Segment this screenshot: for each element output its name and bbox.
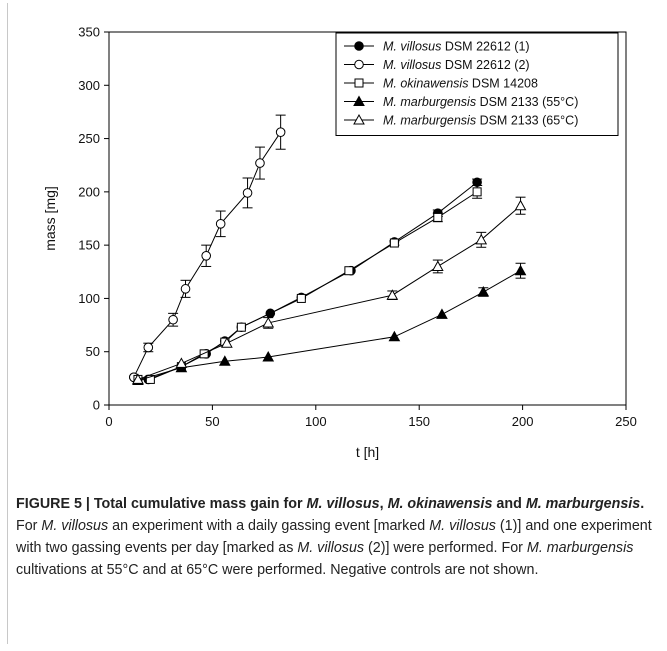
data-point xyxy=(143,342,154,353)
series-line xyxy=(137,205,521,380)
chart: 0 50 100 150 200 250 0 50 100 150 200 250 300 350 t [h… xyxy=(42,25,637,461)
x-tick-label: 100 xyxy=(305,414,327,429)
legend-label-part: M. marburgensis xyxy=(383,114,476,128)
data-point xyxy=(275,127,286,137)
data-point xyxy=(262,351,275,362)
legend-label: M. marburgensis DSM 2133 (65°C) xyxy=(383,114,578,128)
data-point xyxy=(236,322,246,332)
data-point xyxy=(386,289,399,300)
data-point xyxy=(201,251,211,261)
x-tick-label: 0 xyxy=(105,414,112,429)
data-point xyxy=(344,266,354,276)
caption-title-run: and xyxy=(492,496,526,512)
legend-label: M. okinawensis DSM 14208 xyxy=(383,77,538,91)
legend-marker xyxy=(354,59,364,70)
data-point xyxy=(242,188,253,198)
caption-body-run: cultivations at 55°C and at 65°C were pe… xyxy=(16,562,539,578)
figure-frame xyxy=(7,3,663,644)
data-point xyxy=(218,355,231,366)
caption-body-run: M. villosus xyxy=(297,540,365,556)
data-point xyxy=(431,260,444,271)
chart-series-layer xyxy=(129,114,527,385)
x-tick-label: 250 xyxy=(615,414,637,429)
y-axis-title: mass [mg] xyxy=(42,186,58,251)
data-point xyxy=(433,212,443,222)
chart-legend: M. villosus DSM 22612 (1)M. villosus DSM… xyxy=(335,32,619,136)
data-point xyxy=(221,337,233,348)
caption-body: For M. villosus an experiment with a dai… xyxy=(16,518,652,578)
legend-label: M. marburgensis DSM 2133 (55°C) xyxy=(383,95,578,109)
legend-marker xyxy=(353,95,365,106)
legend-box xyxy=(335,32,619,136)
legend-marker xyxy=(354,78,364,88)
legend-label-part: M. okinawensis xyxy=(383,77,468,91)
caption-body-run: M. villosus xyxy=(429,518,496,534)
data-point xyxy=(475,233,488,245)
y-tick-label: 150 xyxy=(78,238,100,253)
y-tick-label: 200 xyxy=(78,184,100,199)
caption-title-run: , xyxy=(379,496,388,512)
y-tick-label: 350 xyxy=(78,25,100,40)
caption-body-run: (2)] were performed. For xyxy=(364,540,527,556)
legend-label: M. villosus DSM 22612 (2) xyxy=(383,58,530,72)
data-point xyxy=(145,374,155,384)
data-point xyxy=(388,330,401,342)
caption-body-run: M. marburgensis xyxy=(526,540,634,556)
caption-body-run: (1)] and one experiment with two gassing… xyxy=(16,518,652,556)
caption-body-run: an experiment with a daily gassing event… xyxy=(108,518,430,534)
legend-label: M. villosus DSM 22612 (1) xyxy=(383,40,530,54)
legend-label-part: DSM 2133 (55°C) xyxy=(476,95,578,109)
figure-caption: FIGURE 5 | Total cumulative mass gain fo… xyxy=(16,493,656,581)
series-5 xyxy=(132,196,527,384)
data-point xyxy=(514,199,527,211)
data-point xyxy=(175,357,188,368)
legend-marker xyxy=(353,113,365,125)
caption-body-run: For xyxy=(16,518,42,534)
x-tick-label: 150 xyxy=(408,414,430,429)
y-tick-label: 100 xyxy=(78,291,100,306)
data-point xyxy=(436,308,448,319)
data-point xyxy=(132,373,144,384)
series-line xyxy=(137,270,521,381)
caption-title-run: . xyxy=(640,496,645,512)
legend-label-part: DSM 14208 xyxy=(468,77,538,91)
caption-title-run: M. okinawensis xyxy=(387,496,493,512)
y-tick-label: 0 xyxy=(93,398,100,413)
data-point xyxy=(472,187,482,197)
series-2 xyxy=(129,114,286,383)
plot-frame xyxy=(108,31,627,406)
caption-title-run: M. villosus xyxy=(306,496,380,512)
legend-label-part: M. villosus xyxy=(383,58,441,72)
caption-title: FIGURE 5 | Total cumulative mass gain fo… xyxy=(16,496,644,512)
legend-label-part: DSM 2133 (65°C) xyxy=(476,114,578,128)
y-tick-label: 300 xyxy=(78,78,100,93)
legend-marker xyxy=(354,41,364,51)
data-point xyxy=(477,286,490,297)
y-tick-label: 50 xyxy=(86,344,100,359)
caption-title-run: FIGURE 5 | Total cumulative mass gain fo… xyxy=(16,496,307,512)
caption-body-run: M. villosus xyxy=(41,518,109,534)
legend-label-part: DSM 22612 (1) xyxy=(441,40,529,54)
series-1 xyxy=(129,177,483,385)
x-tick-label: 200 xyxy=(512,414,534,429)
data-point xyxy=(514,264,527,276)
caption-title-run: M. marburgensis xyxy=(525,496,641,512)
data-point xyxy=(168,314,178,325)
data-point xyxy=(180,284,191,294)
y-tick-label: 250 xyxy=(78,131,100,146)
data-point xyxy=(262,316,275,328)
data-point xyxy=(389,238,399,248)
series-4 xyxy=(132,262,527,385)
data-point xyxy=(296,293,306,303)
data-point xyxy=(255,158,265,168)
legend-label-part: DSM 22612 (2) xyxy=(441,58,529,72)
chart-axes: 0 50 100 150 200 250 0 50 100 150 200 250 300 350 t [h… xyxy=(42,25,637,461)
legend-label-part: M. marburgensis xyxy=(383,95,476,109)
data-point xyxy=(215,219,226,229)
x-axis-title: t [h] xyxy=(356,444,379,460)
x-tick-label: 50 xyxy=(205,414,219,429)
legend-label-part: M. villosus xyxy=(383,40,441,54)
